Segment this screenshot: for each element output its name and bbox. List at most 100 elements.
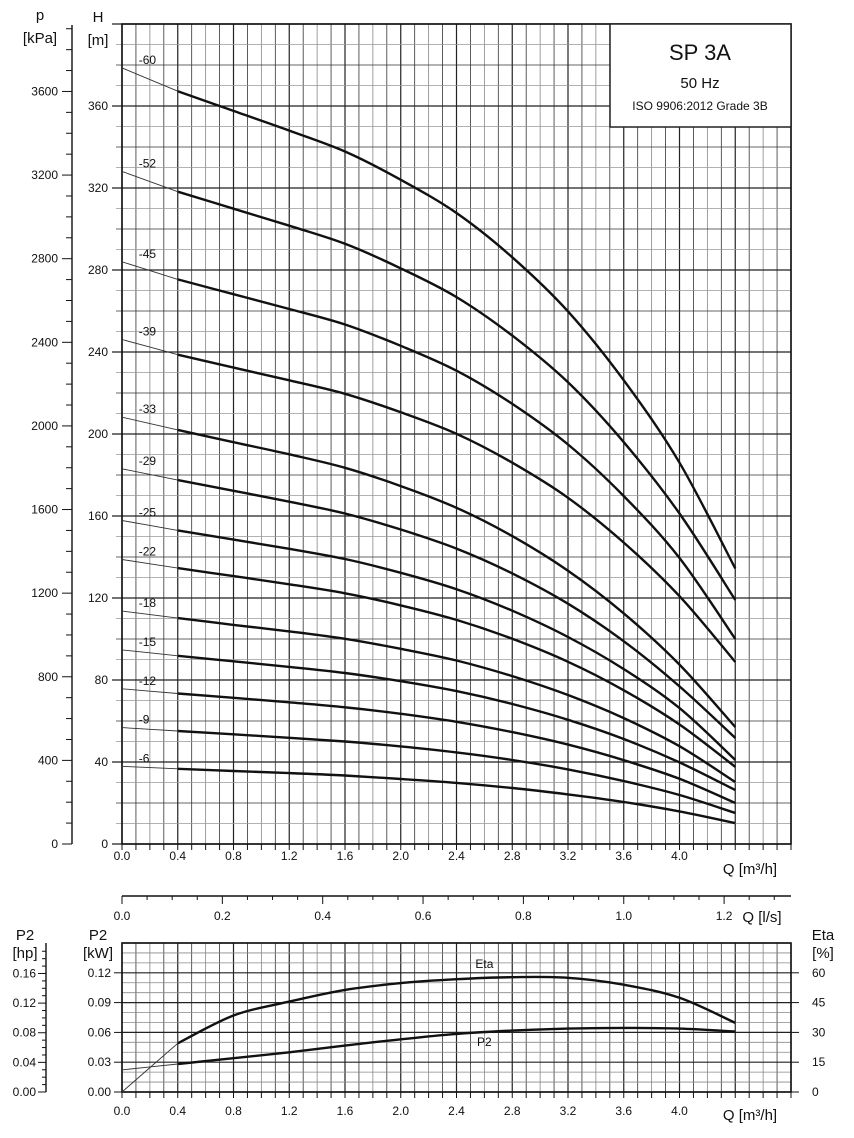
stage-label: -45 bbox=[139, 247, 157, 261]
x-tick-label: 0.4 bbox=[169, 849, 186, 863]
hp-tick-label: 0.16 bbox=[13, 966, 37, 980]
title-box-frame bbox=[609, 23, 792, 128]
pump-curve bbox=[177, 692, 736, 805]
p2-curve-thin-extension bbox=[121, 1063, 178, 1071]
pump-curve bbox=[177, 566, 737, 768]
pump-curve-thin-extension bbox=[121, 261, 178, 280]
pump-curve-thin-extension bbox=[121, 170, 178, 193]
p-tick-label: 400 bbox=[38, 753, 58, 767]
eta-axis-unit: [%] bbox=[812, 945, 834, 962]
pump-curve bbox=[177, 529, 737, 761]
hp-axis-unit: [hp] bbox=[12, 945, 37, 962]
x-tick-label: 0.4 bbox=[169, 1104, 186, 1118]
hp-tick-label: 0.00 bbox=[13, 1085, 37, 1099]
q-ls-axis-label: Q [l/s] bbox=[742, 909, 781, 926]
x-tick-label: 1.2 bbox=[281, 849, 298, 863]
h-tick-label: 0 bbox=[101, 837, 108, 851]
eta-tick-label: 0 bbox=[812, 1085, 819, 1099]
eta-axis-title: Eta bbox=[812, 927, 835, 944]
h-tick-label: 320 bbox=[88, 181, 108, 195]
p-tick-label: 2800 bbox=[31, 252, 58, 266]
pump-curve bbox=[177, 353, 737, 663]
stage-label: -6 bbox=[139, 751, 150, 765]
title-box: SP 3A 50 Hz ISO 9906:2012 Grade 3B bbox=[609, 23, 792, 128]
x-tick-label: 0.8 bbox=[225, 849, 242, 863]
x-tick-label: 3.6 bbox=[615, 1104, 632, 1118]
pump-curve-thin-extension bbox=[121, 559, 178, 569]
pump-curve-thin-extension bbox=[121, 468, 178, 481]
ls-tick-label: 0.0 bbox=[114, 909, 131, 923]
pump-curve bbox=[177, 190, 737, 601]
x-tick-label: 3.2 bbox=[560, 849, 577, 863]
x-tick-label: 2.8 bbox=[504, 1104, 521, 1118]
stage-label: -29 bbox=[139, 454, 157, 468]
p2-curve-label: P2 bbox=[477, 1035, 492, 1049]
curves: -60 -52 -45 -39 -33 -29 -25 -22 -18 -15 -12 -9 -6 Eta… bbox=[121, 53, 737, 1093]
chart-standard-note: ISO 9906:2012 Grade 3B bbox=[632, 99, 767, 113]
ls-tick-label: 0.8 bbox=[515, 909, 532, 923]
x-tick-label: 1.6 bbox=[337, 849, 354, 863]
pump-curve bbox=[177, 90, 737, 570]
q-axis-label-bottom: Q [m³/h] bbox=[723, 1107, 777, 1124]
kw-axis-unit: [kW] bbox=[83, 945, 113, 962]
x-tick-label: 2.0 bbox=[392, 849, 409, 863]
p-tick-label: 1600 bbox=[31, 503, 58, 517]
p-tick-label: 800 bbox=[38, 670, 58, 684]
ls-tick-label: 0.2 bbox=[214, 909, 231, 923]
chart-subtitle: 50 Hz bbox=[680, 75, 719, 92]
pump-curve-thin-extension bbox=[121, 67, 178, 92]
kw-tick-label: 0.03 bbox=[88, 1055, 112, 1069]
h-tick-label: 360 bbox=[88, 99, 108, 113]
stage-label: -33 bbox=[139, 402, 157, 416]
pump-curve-thin-extension bbox=[121, 416, 178, 431]
pump-curve bbox=[177, 654, 736, 792]
h-tick-label: 80 bbox=[95, 673, 109, 687]
x-tick-label: 0.0 bbox=[114, 849, 131, 863]
pump-curve-thin-extension bbox=[121, 765, 178, 770]
eta-curve bbox=[177, 975, 736, 1045]
stage-label: -22 bbox=[139, 544, 157, 558]
hp-tick-label: 0.04 bbox=[13, 1055, 37, 1069]
pump-curve bbox=[177, 729, 736, 815]
p-tick-label: 0 bbox=[51, 837, 58, 851]
x-tick-label: 0.0 bbox=[114, 1104, 131, 1118]
h-tick-label: 160 bbox=[88, 509, 108, 523]
q-axis-label: Q [m³/h] bbox=[723, 861, 777, 878]
stage-label: -52 bbox=[139, 156, 157, 170]
x-tick-label: 2.4 bbox=[448, 849, 465, 863]
x-tick-label: 4.0 bbox=[671, 1104, 688, 1118]
pump-curve bbox=[177, 428, 737, 728]
x-tick-label: 1.2 bbox=[281, 1104, 298, 1118]
h-tick-label: 40 bbox=[95, 755, 109, 769]
p-tick-label: 3600 bbox=[31, 84, 58, 98]
p-tick-label: 2000 bbox=[31, 419, 58, 433]
hp-axis-title: P2 bbox=[16, 927, 34, 944]
eta-tick-label: 45 bbox=[812, 996, 826, 1010]
x-tick-label: 0.8 bbox=[225, 1104, 242, 1118]
stage-label: -12 bbox=[139, 674, 157, 688]
stage-label: -60 bbox=[139, 53, 157, 67]
hp-tick-label: 0.12 bbox=[13, 996, 37, 1010]
pump-curve-thin-extension bbox=[121, 649, 178, 657]
h-axis-unit: [m] bbox=[88, 32, 109, 49]
chart-title: SP 3A bbox=[669, 40, 731, 65]
kw-tick-label: 0.12 bbox=[88, 966, 112, 980]
hp-tick-label: 0.08 bbox=[13, 1026, 37, 1040]
pump-curve-thin-extension bbox=[121, 610, 178, 619]
p2-curve bbox=[177, 1026, 736, 1066]
x-tick-label: 2.0 bbox=[392, 1104, 409, 1118]
pump-curve bbox=[177, 478, 737, 739]
pump-curve bbox=[177, 767, 736, 825]
pump-curve-thin-extension bbox=[121, 520, 178, 531]
x-tick-label: 3.2 bbox=[560, 1104, 577, 1118]
ls-tick-label: 0.4 bbox=[314, 909, 331, 923]
stage-label: -15 bbox=[139, 635, 157, 649]
eta-curve-thin-extension bbox=[121, 1042, 179, 1093]
stage-label: -39 bbox=[139, 324, 157, 338]
eta-tick-label: 60 bbox=[812, 966, 826, 980]
pump-curve bbox=[177, 278, 737, 640]
pump-curve-thin-extension bbox=[121, 688, 178, 694]
x-tick-label: 1.6 bbox=[337, 1104, 354, 1118]
x-tick-label: 3.6 bbox=[615, 849, 632, 863]
